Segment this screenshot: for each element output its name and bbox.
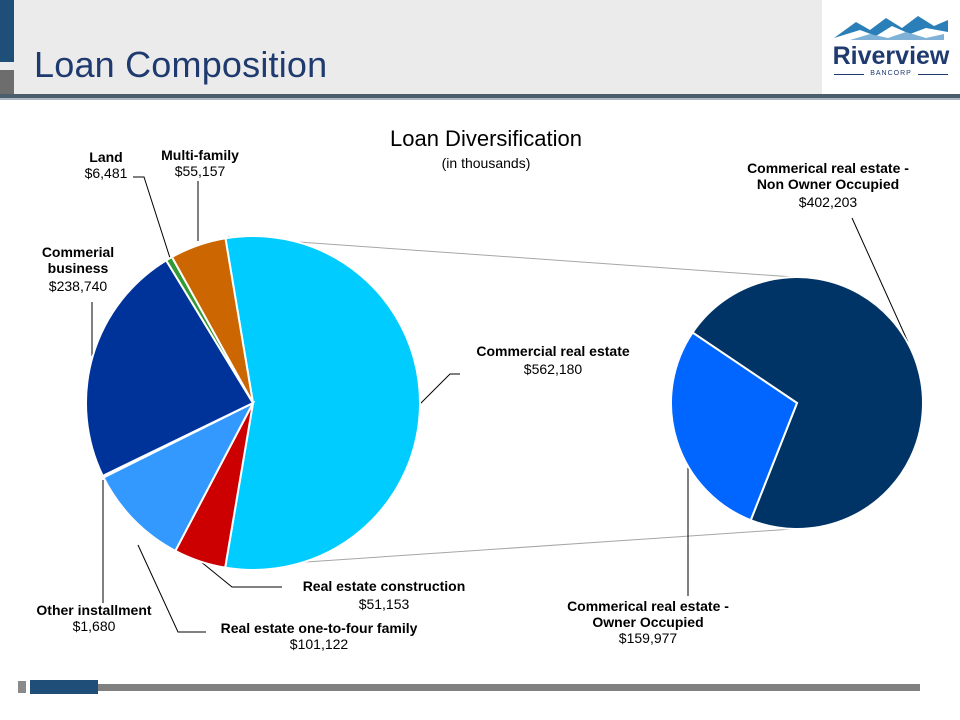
- label-other-installment-name: Other installment: [36, 602, 152, 618]
- mountain-logo-icon: [834, 16, 948, 40]
- logo-rule-right: [918, 74, 948, 75]
- logo-wordmark: Riverview: [832, 42, 950, 70]
- label-commercial-business-name-2: business: [47, 260, 109, 276]
- connector-line-bottom: [231, 527, 809, 568]
- label-one-to-four-value: $101,122: [289, 636, 349, 652]
- logo-rule-left: [834, 74, 864, 75]
- label-one-to-four: Real estate one-to-four family $101,122: [198, 620, 440, 652]
- header-divider-light: [0, 98, 960, 100]
- label-owner-value: $159,977: [618, 630, 678, 646]
- label-multifamily-value: $55,157: [174, 163, 226, 179]
- leader-land: [133, 176, 171, 259]
- header-accent-bar-grey: [0, 70, 14, 94]
- header-accent-bar: [0, 0, 14, 62]
- page-title: Loan Composition: [34, 44, 328, 85]
- label-other-installment-value: $1,680: [72, 618, 116, 634]
- label-one-to-four-name: Real estate one-to-four family: [220, 620, 418, 636]
- footer-marker: [18, 681, 26, 693]
- leader-construction: [199, 560, 282, 588]
- leader-non-owner: [851, 217, 909, 343]
- label-owner-name-2: Owner Occupied: [592, 614, 704, 630]
- label-commercial-business-value: $238,740: [48, 278, 108, 294]
- label-non-owner-value: $402,203: [798, 194, 858, 210]
- label-commercial-business-name-1: Commerial: [41, 244, 115, 260]
- leader-one-to-four: [137, 544, 206, 633]
- label-owner-name-1: Commerical real estate -: [567, 598, 729, 614]
- logo-subtitle: BANCORP: [870, 70, 912, 77]
- header-divider: [0, 94, 960, 98]
- label-cre-value: $562,180: [523, 361, 583, 377]
- label-land-name: Land: [89, 149, 123, 165]
- leader-cre: [419, 373, 460, 405]
- label-multifamily-name: Multi-family: [161, 147, 239, 163]
- label-cre-name: Commercial real estate: [476, 343, 630, 359]
- pie-slice-commercial_business: [85, 258, 255, 478]
- label-non-owner: Commerical real estate - Non Owner Occup…: [726, 160, 930, 210]
- header-band: [0, 0, 960, 94]
- chart-title: Loan Diversification: [390, 126, 582, 151]
- label-non-owner-name-1: Commerical real estate -: [747, 160, 909, 176]
- label-owner: Commerical real estate - Owner Occupied …: [546, 598, 750, 646]
- label-land: Land $6,481: [80, 149, 132, 181]
- label-construction-value: $51,153: [358, 596, 410, 612]
- label-cre: Commercial real estate $562,180: [458, 343, 648, 377]
- footer-rule: [98, 684, 920, 691]
- label-multifamily: Multi-family $55,157: [150, 147, 250, 179]
- label-land-value: $6,481: [84, 165, 128, 181]
- pie-slice-non_owner: [691, 276, 924, 530]
- footer-accent-bar: [30, 680, 98, 694]
- chart-subtitle: (in thousands): [441, 155, 531, 171]
- pie-slice-one_to_four: [102, 400, 256, 553]
- label-construction-name: Real estate construction: [302, 578, 466, 594]
- connector-line-top: [227, 236, 809, 279]
- pie-slice-cre: [224, 235, 421, 571]
- pie-slice-multifamily: [170, 237, 254, 404]
- label-commercial-business: Commerial business $238,740: [30, 244, 126, 294]
- company-logo: Riverview BANCORP: [822, 0, 960, 94]
- pie-breakout: [670, 276, 924, 530]
- label-other-installment: Other installment $1,680: [24, 602, 164, 634]
- label-construction: Real estate construction $51,153: [282, 578, 486, 612]
- pie-slice-owner: [670, 331, 799, 522]
- pie-main: [85, 235, 421, 571]
- label-non-owner-name-2: Non Owner Occupied: [756, 176, 900, 192]
